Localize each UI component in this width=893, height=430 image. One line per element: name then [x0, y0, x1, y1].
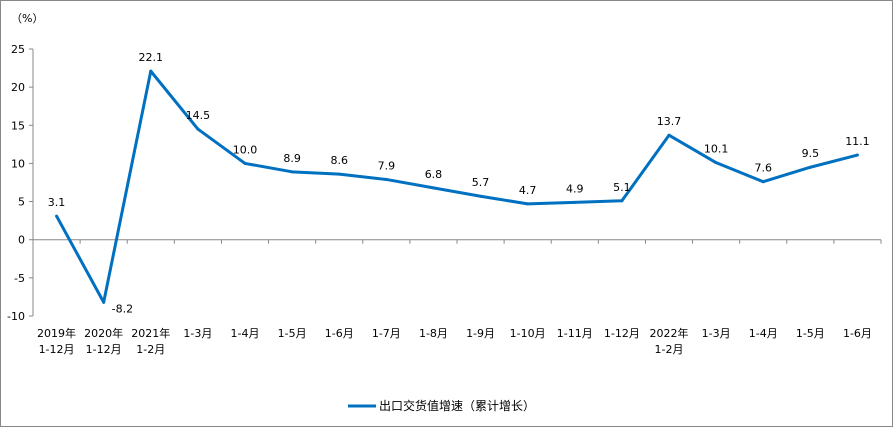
data-point	[667, 133, 671, 137]
data-label: 10.1	[704, 143, 729, 156]
x-tick-label: 1-10月	[510, 327, 546, 340]
y-tick-label: 25	[11, 43, 25, 56]
data-label: 7.9	[378, 159, 396, 172]
data-point	[290, 170, 294, 174]
x-tick-label: 1-11月	[557, 327, 593, 340]
data-label: 5.1	[613, 181, 631, 194]
data-point	[243, 161, 247, 165]
data-label: 9.5	[802, 147, 820, 160]
x-tick-label: 1-2月	[655, 343, 684, 356]
data-label: 11.1	[845, 135, 870, 148]
x-tick-label: 1-12月	[86, 343, 122, 356]
data-point	[526, 202, 530, 206]
x-tick-label: 1-3月	[702, 327, 731, 340]
data-label: 4.9	[566, 182, 584, 195]
data-point	[855, 153, 859, 157]
x-tick-label: 2021年	[131, 326, 170, 340]
data-label: 22.1	[139, 51, 164, 64]
x-tick-label: 1-6月	[843, 327, 872, 340]
x-tick-label: 2022年	[650, 326, 689, 340]
x-tick-label: 2020年	[84, 326, 123, 340]
y-tick-label: -10	[7, 310, 25, 323]
data-point	[479, 194, 483, 198]
data-point	[714, 161, 718, 165]
data-point	[761, 180, 765, 184]
x-tick-label: 1-9月	[466, 327, 495, 340]
y-tick-label: 5	[18, 196, 25, 209]
data-label: 14.5	[186, 109, 211, 122]
x-tick-label: 1-6月	[325, 327, 354, 340]
data-point	[149, 69, 153, 73]
data-point	[573, 200, 577, 204]
x-tick-label: 1-8月	[419, 327, 448, 340]
data-label: -8.2	[112, 302, 133, 315]
x-tick-label: 1-7月	[372, 327, 401, 340]
data-label: 4.7	[519, 184, 537, 197]
legend: 出口交货值增速（累计增长）	[348, 398, 535, 413]
x-tick-label: 1-12月	[604, 327, 640, 340]
data-label: 3.1	[48, 196, 66, 209]
y-tick-label: 15	[11, 119, 25, 132]
data-label: 13.7	[657, 115, 682, 128]
x-tick-label: 1-4月	[749, 327, 778, 340]
data-point	[102, 300, 106, 304]
y-tick-label: -5	[14, 272, 25, 285]
data-point	[620, 199, 624, 203]
data-point	[808, 165, 812, 169]
data-label: 10.0	[233, 143, 258, 156]
data-label: 6.8	[425, 168, 443, 181]
data-point	[384, 177, 388, 181]
y-tick-label: 10	[11, 157, 25, 170]
data-point	[55, 214, 59, 218]
x-tick-label: 1-5月	[796, 327, 825, 340]
x-tick-label: 1-12月	[39, 343, 75, 356]
x-tick-label: 1-4月	[231, 327, 260, 340]
data-label: 7.6	[754, 162, 772, 175]
x-tick-label: 1-2月	[136, 343, 165, 356]
x-tick-label: 1-3月	[183, 327, 212, 340]
legend-label: 出口交货值增速（累计增长）	[379, 398, 535, 413]
y-tick-label: 20	[11, 81, 25, 94]
y-unit-label: （%）	[11, 12, 43, 25]
y-tick-label: 0	[18, 234, 25, 247]
x-tick-label: 1-5月	[278, 327, 307, 340]
data-label: 8.6	[330, 154, 348, 167]
data-label: 8.9	[283, 152, 301, 165]
series-line	[55, 69, 858, 304]
data-point	[196, 127, 200, 131]
x-tick-label: 2019年	[37, 326, 76, 340]
data-point	[431, 186, 435, 190]
data-point	[337, 172, 341, 176]
data-label: 5.7	[472, 176, 490, 189]
